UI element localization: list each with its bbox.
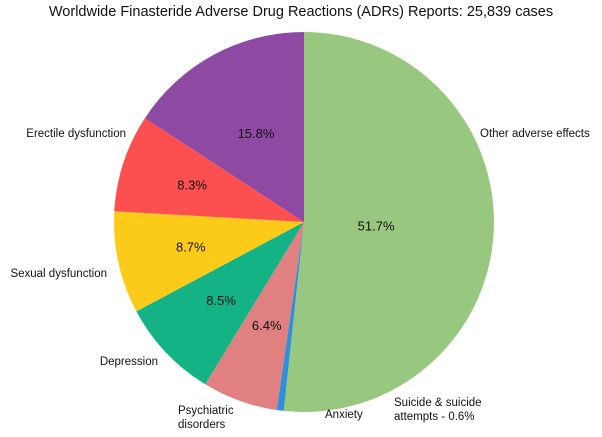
slice-category-label: Depression: [100, 356, 158, 368]
pie-slice-psychiatric-disorders: [136, 222, 304, 385]
slice-percent-label: 8.3%: [177, 178, 207, 193]
slice-percent-label: 6.4%: [252, 318, 282, 333]
pie-slice-suicide-suicide-attempts-0-6: [276, 222, 304, 411]
slice-percent-label: 15.8%: [238, 126, 275, 141]
slice-category-label: Erectile dysfunction: [26, 128, 126, 140]
pie-slice-erectile-dysfunction: [144, 32, 304, 222]
pie-slice-anxiety: [205, 222, 304, 411]
slice-percent-label: 51.7%: [358, 218, 395, 233]
slice-category-label: Sexual dysfunction: [10, 268, 107, 280]
slice-percent-label: 8.7%: [176, 239, 206, 254]
pie-slice-sexual-dysfunction: [114, 118, 304, 222]
chart-title: Worldwide Finasteride Adverse Drug React…: [48, 4, 554, 20]
slice-category-label: Anxiety: [325, 409, 363, 421]
slice-percent-label: 8.5%: [206, 293, 236, 308]
slice-category-label: Psychiatric disorders: [178, 405, 234, 431]
slice-category-label: Other adverse effects: [480, 128, 590, 140]
pie-slice-depression: [113, 211, 304, 312]
slice-category-label: Suicide & suicide attempts - 0.6%: [394, 397, 482, 423]
pie-slice-other-adverse-effects: [283, 32, 494, 412]
